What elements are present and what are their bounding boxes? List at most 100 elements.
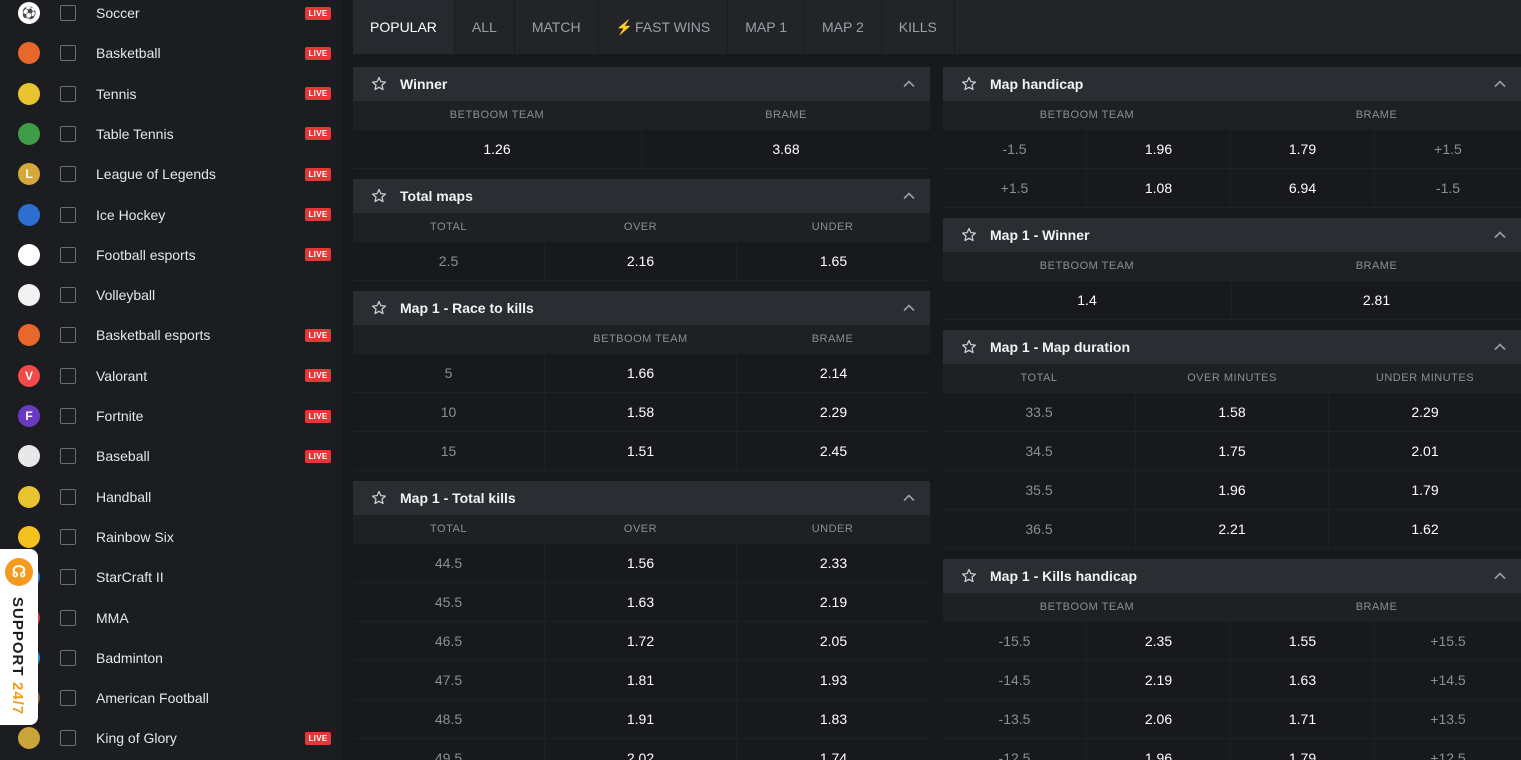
odds-cell[interactable]: 1.55: [1231, 622, 1374, 660]
odds-cell[interactable]: 1.66: [545, 354, 736, 392]
tab-popular[interactable]: POPULAR: [353, 0, 455, 54]
sport-checkbox[interactable]: [60, 448, 76, 465]
chevron-up-icon[interactable]: [1493, 569, 1507, 583]
market-header[interactable]: Winner: [353, 67, 930, 101]
tab-fast-wins[interactable]: ⚡ FAST WINS: [599, 0, 729, 54]
star-icon[interactable]: [371, 490, 387, 506]
odds-cell[interactable]: 1.63: [1231, 661, 1374, 699]
star-icon[interactable]: [371, 300, 387, 316]
odds-cell[interactable]: 2.21: [1136, 510, 1328, 548]
sidebar-item[interactable]: Tennis LIVE: [0, 74, 341, 114]
chevron-up-icon[interactable]: [902, 189, 916, 203]
odds-cell[interactable]: 1.4: [943, 281, 1231, 319]
sidebar-item[interactable]: StarCraft II: [0, 557, 341, 597]
sport-checkbox[interactable]: [60, 609, 76, 626]
star-icon[interactable]: [961, 227, 977, 243]
odds-cell[interactable]: 1.26: [353, 130, 641, 168]
odds-cell[interactable]: 1.58: [545, 393, 736, 431]
sidebar-item[interactable]: Ice Hockey LIVE: [0, 195, 341, 235]
odds-cell[interactable]: 1.96: [1087, 739, 1230, 760]
odds-cell[interactable]: 1.08: [1087, 169, 1230, 207]
odds-cell[interactable]: 2.05: [737, 622, 930, 660]
odds-cell[interactable]: 1.75: [1136, 432, 1328, 470]
odds-cell[interactable]: 1.62: [1329, 510, 1521, 548]
odds-cell[interactable]: 1.96: [1087, 130, 1230, 168]
sport-checkbox[interactable]: [60, 246, 76, 263]
sidebar-item[interactable]: Handball: [0, 477, 341, 517]
market-header[interactable]: Map handicap: [943, 67, 1521, 101]
odds-cell[interactable]: 1.91: [545, 700, 736, 738]
sidebar-item[interactable]: Football esports LIVE: [0, 235, 341, 275]
sidebar-item[interactable]: Basketball esports LIVE: [0, 315, 341, 355]
odds-cell[interactable]: 1.96: [1136, 471, 1328, 509]
odds-cell[interactable]: 2.06: [1087, 700, 1230, 738]
sidebar-item[interactable]: F Fortnite LIVE: [0, 396, 341, 436]
tab-kills[interactable]: KILLS: [882, 0, 955, 54]
star-icon[interactable]: [961, 339, 977, 355]
odds-cell[interactable]: 1.65: [737, 242, 930, 280]
sport-checkbox[interactable]: [60, 408, 76, 424]
sport-checkbox[interactable]: [60, 730, 76, 747]
sidebar-item[interactable]: V Valorant LIVE: [0, 356, 341, 396]
star-icon[interactable]: [371, 76, 387, 92]
sidebar-item[interactable]: Basketball LIVE: [0, 33, 341, 73]
sport-checkbox[interactable]: [60, 125, 76, 142]
sidebar-item[interactable]: MMA: [0, 598, 341, 638]
odds-cell[interactable]: 2.45: [737, 432, 930, 470]
chevron-up-icon[interactable]: [1493, 228, 1507, 242]
sport-checkbox[interactable]: [60, 528, 76, 545]
tab-map-2[interactable]: MAP 2: [805, 0, 882, 54]
sidebar-item[interactable]: Volleyball: [0, 275, 341, 315]
sport-checkbox[interactable]: [60, 287, 76, 304]
sport-checkbox[interactable]: [60, 327, 76, 344]
tab-all[interactable]: ALL: [455, 0, 515, 54]
odds-cell[interactable]: 1.93: [737, 661, 930, 699]
odds-cell[interactable]: 1.79: [1329, 471, 1521, 509]
market-header[interactable]: Map 1 - Kills handicap: [943, 559, 1521, 593]
sport-checkbox[interactable]: [60, 690, 76, 707]
odds-cell[interactable]: 2.29: [737, 393, 930, 431]
odds-cell[interactable]: 2.29: [1329, 393, 1521, 431]
chevron-up-icon[interactable]: [1493, 340, 1507, 354]
star-icon[interactable]: [371, 188, 387, 204]
star-icon[interactable]: [961, 568, 977, 584]
sport-checkbox[interactable]: [60, 488, 76, 505]
odds-cell[interactable]: 1.71: [1231, 700, 1374, 738]
odds-cell[interactable]: 2.01: [1329, 432, 1521, 470]
chevron-up-icon[interactable]: [902, 491, 916, 505]
odds-cell[interactable]: 2.35: [1087, 622, 1230, 660]
sport-checkbox[interactable]: [60, 45, 76, 62]
chevron-up-icon[interactable]: [1493, 77, 1507, 91]
sport-checkbox[interactable]: [60, 85, 76, 102]
sidebar-item[interactable]: King of Glory LIVE: [0, 718, 341, 758]
tab-match[interactable]: MATCH: [515, 0, 599, 54]
odds-cell[interactable]: 1.83: [737, 700, 930, 738]
odds-cell[interactable]: 2.33: [737, 544, 930, 582]
chevron-up-icon[interactable]: [902, 301, 916, 315]
sport-checkbox[interactable]: [60, 649, 76, 666]
sport-checkbox[interactable]: [60, 5, 76, 21]
market-header[interactable]: Map 1 - Winner: [943, 218, 1521, 252]
market-header[interactable]: Total maps: [353, 179, 930, 213]
odds-cell[interactable]: 1.79: [1231, 739, 1374, 760]
support-button[interactable]: ☊ SUPPORT 24/7: [0, 549, 38, 725]
odds-cell[interactable]: 2.02: [545, 739, 736, 760]
sidebar-item[interactable]: Baseball LIVE: [0, 436, 341, 476]
sidebar-item[interactable]: L League of Legends LIVE: [0, 154, 341, 194]
odds-cell[interactable]: 3.68: [642, 130, 930, 168]
odds-cell[interactable]: 2.16: [545, 242, 736, 280]
odds-cell[interactable]: 1.81: [545, 661, 736, 699]
sidebar-item[interactable]: Badminton: [0, 638, 341, 678]
odds-cell[interactable]: 2.14: [737, 354, 930, 392]
odds-cell[interactable]: 1.74: [737, 739, 930, 760]
odds-cell[interactable]: 1.58: [1136, 393, 1328, 431]
sidebar-item[interactable]: Rainbow Six: [0, 517, 341, 557]
odds-cell[interactable]: 2.19: [737, 583, 930, 621]
market-header[interactable]: Map 1 - Map duration: [943, 330, 1521, 364]
sport-checkbox[interactable]: [60, 206, 76, 223]
market-header[interactable]: Map 1 - Total kills: [353, 481, 930, 515]
odds-cell[interactable]: 1.56: [545, 544, 736, 582]
chevron-up-icon[interactable]: [902, 77, 916, 91]
sidebar-item[interactable]: ⚽ Soccer LIVE: [0, 0, 341, 33]
sport-checkbox[interactable]: [60, 569, 76, 586]
